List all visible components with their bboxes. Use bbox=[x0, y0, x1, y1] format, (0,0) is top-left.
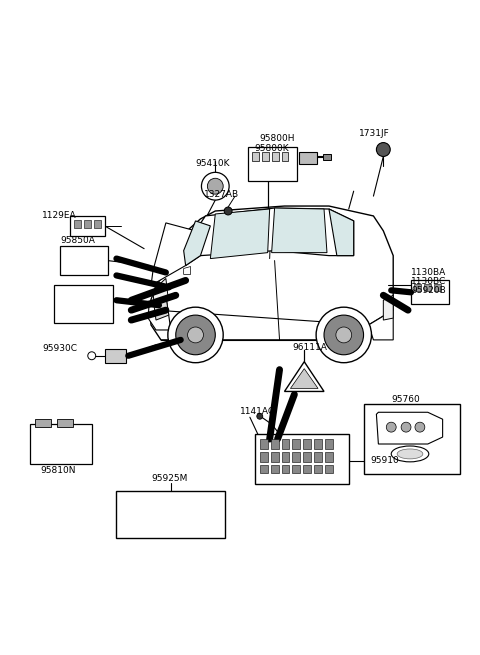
Bar bbox=[36, 419, 51, 427]
Circle shape bbox=[324, 315, 363, 355]
Bar bbox=[94, 220, 101, 228]
Bar bbox=[323, 155, 331, 160]
Bar bbox=[303, 439, 311, 449]
Polygon shape bbox=[154, 296, 169, 320]
Bar bbox=[424, 284, 431, 291]
Circle shape bbox=[224, 207, 232, 215]
Text: 1141AC: 1141AC bbox=[240, 407, 275, 416]
Bar bbox=[303, 452, 311, 462]
Bar bbox=[252, 151, 259, 161]
Bar bbox=[262, 151, 269, 161]
Bar bbox=[325, 452, 333, 462]
Text: 95910: 95910 bbox=[371, 457, 399, 465]
Bar bbox=[434, 284, 441, 291]
Text: 95800K: 95800K bbox=[255, 144, 289, 153]
Text: 1327AB: 1327AB bbox=[204, 190, 240, 198]
Bar bbox=[74, 220, 81, 228]
Text: 95760: 95760 bbox=[391, 395, 420, 404]
Bar bbox=[271, 452, 278, 462]
Circle shape bbox=[401, 422, 411, 432]
Bar bbox=[105, 349, 126, 363]
Bar bbox=[57, 419, 73, 427]
Bar bbox=[281, 452, 289, 462]
Polygon shape bbox=[153, 278, 168, 305]
Text: 95810N: 95810N bbox=[40, 466, 76, 476]
Polygon shape bbox=[186, 208, 354, 265]
Text: 1731JF: 1731JF bbox=[359, 129, 389, 138]
Bar bbox=[414, 284, 421, 291]
Circle shape bbox=[257, 413, 263, 419]
Bar bbox=[30, 424, 92, 464]
Bar bbox=[300, 151, 317, 164]
Bar bbox=[292, 439, 300, 449]
Text: 95850A: 95850A bbox=[60, 236, 95, 245]
Bar bbox=[60, 246, 108, 276]
Ellipse shape bbox=[397, 449, 423, 459]
Bar bbox=[255, 434, 349, 483]
Polygon shape bbox=[151, 223, 195, 286]
Polygon shape bbox=[149, 206, 393, 340]
Bar bbox=[54, 286, 113, 323]
Bar bbox=[314, 439, 322, 449]
Bar bbox=[363, 404, 460, 474]
Bar bbox=[281, 151, 288, 161]
Bar bbox=[292, 452, 300, 462]
Bar bbox=[281, 465, 289, 473]
Bar bbox=[325, 439, 333, 449]
Circle shape bbox=[168, 307, 223, 363]
Text: 1130BA: 1130BA bbox=[411, 268, 446, 277]
Text: 95930C: 95930C bbox=[42, 345, 77, 353]
Polygon shape bbox=[272, 208, 327, 253]
Polygon shape bbox=[285, 362, 324, 392]
Bar bbox=[260, 452, 268, 462]
Circle shape bbox=[176, 315, 216, 355]
Polygon shape bbox=[384, 295, 393, 320]
Text: 95925M: 95925M bbox=[151, 474, 187, 483]
Text: 1130BC: 1130BC bbox=[411, 277, 446, 286]
Polygon shape bbox=[290, 369, 318, 388]
Bar bbox=[281, 439, 289, 449]
Polygon shape bbox=[369, 310, 393, 340]
Circle shape bbox=[202, 172, 229, 200]
Bar bbox=[271, 465, 278, 473]
Bar bbox=[84, 220, 91, 228]
Circle shape bbox=[336, 327, 352, 343]
Bar bbox=[260, 439, 268, 449]
Circle shape bbox=[386, 422, 396, 432]
Text: 95410K: 95410K bbox=[195, 159, 230, 168]
Circle shape bbox=[207, 178, 223, 194]
Bar bbox=[314, 452, 322, 462]
Bar bbox=[70, 216, 105, 236]
Polygon shape bbox=[148, 295, 171, 330]
Circle shape bbox=[376, 143, 390, 157]
Bar bbox=[248, 147, 297, 181]
Bar bbox=[272, 151, 278, 161]
Bar bbox=[303, 465, 311, 473]
Bar bbox=[260, 465, 268, 473]
Bar bbox=[411, 280, 448, 304]
Text: 95800H: 95800H bbox=[260, 134, 295, 143]
Polygon shape bbox=[184, 221, 210, 265]
Circle shape bbox=[316, 307, 372, 363]
Text: 96111A: 96111A bbox=[292, 343, 327, 352]
Bar bbox=[314, 465, 322, 473]
Polygon shape bbox=[376, 412, 443, 444]
Circle shape bbox=[415, 422, 425, 432]
Text: 95920B: 95920B bbox=[411, 286, 446, 295]
Polygon shape bbox=[210, 209, 270, 259]
Bar bbox=[117, 491, 225, 538]
Circle shape bbox=[188, 327, 204, 343]
Bar bbox=[271, 439, 278, 449]
Circle shape bbox=[88, 352, 96, 360]
Ellipse shape bbox=[391, 446, 429, 462]
Polygon shape bbox=[184, 267, 191, 274]
Text: 1129EA: 1129EA bbox=[42, 212, 77, 221]
Bar bbox=[292, 465, 300, 473]
Bar bbox=[325, 465, 333, 473]
Polygon shape bbox=[329, 209, 354, 255]
